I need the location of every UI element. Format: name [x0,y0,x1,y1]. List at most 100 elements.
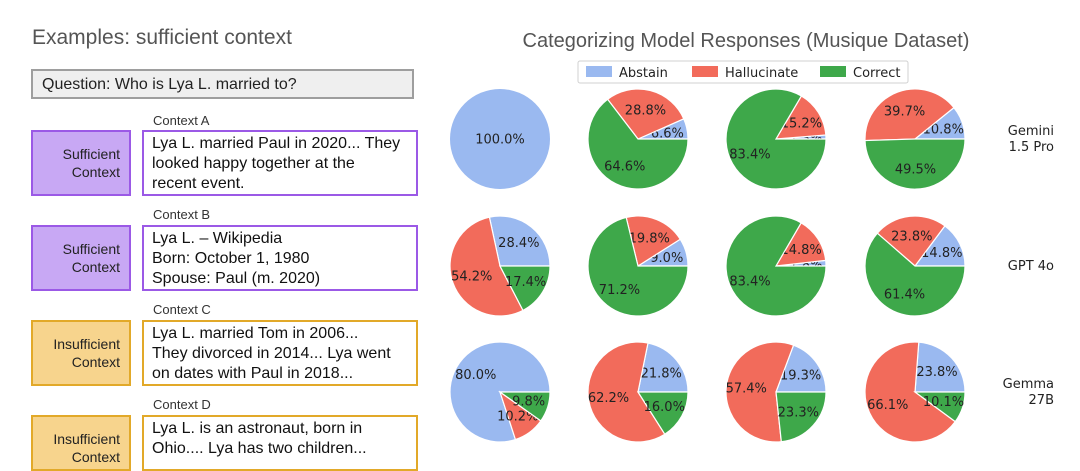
pie-r3-c2-correct-slice [636,391,689,436]
pie-r2-c1-hallucinate-slice [449,216,524,317]
pie-r2-c2-hallucinate-label: 19.8% [629,232,670,247]
context-b-line-1: Lya L. – Wikipedia [152,230,283,247]
context-a-tag: Sufficient Context [31,130,131,196]
legend-label-correct: Correct [853,66,900,81]
pie-r1-c3-hallucinate-slice [774,95,827,140]
pie-r3-c3-abstain-label: 19.3% [780,368,821,383]
model-label-r2-line-1: GPT 4o [1008,259,1054,274]
pie-r2-c1-hallucinate-label: 54.2% [451,270,492,285]
legend-swatch-abstain [586,66,612,77]
pie-r1-c3-hallucinate-label: 15.2% [781,117,822,132]
pie-r3-c2-hallucinate-label: 62.2% [588,391,629,406]
pie-r1-c4-abstain-label: 10.8% [923,123,964,138]
context-b-tag-line-1: Sufficient [62,241,120,257]
context-b-line-2: Born: October 1, 1980 [152,250,310,267]
pie-r3-c2-correct-label: 16.0% [644,400,685,415]
pie-r3-c3-correct-slice [775,391,827,443]
context-d-line-2: Ohio.... Lya has two children... [152,440,367,457]
pie-r1-c2-correct-slice [587,98,689,190]
pie-r2-c3-correct-label: 83.4% [729,274,770,289]
pie-r2-c4-hallucinate-slice [876,215,946,267]
pie-r2-c2-hallucinate-slice [625,215,682,267]
pie-r2-c1-correct-label: 17.4% [505,275,546,290]
pie-r2-c2-correct-slice [587,216,689,317]
context-c-tag-line-1: Insufficient [53,336,120,352]
chart-title: Categorizing Model Responses (Musique Da… [523,30,970,52]
pie-r3-c1-correct-label: 9.8% [512,395,545,410]
context-d-label: Context D [153,397,211,412]
context-c-line-1: Lya L. married Tom in 2006... [152,325,359,342]
legend-swatch-hallucinate [692,66,718,77]
pie-r1-c2-correct-label: 64.6% [604,159,645,174]
pie-r1-c4-correct-slice [864,138,966,190]
context-b-tag-line-2: Context [71,259,120,275]
context-a-label: Context A [153,113,210,128]
pie-r3-c1-abstain-label: 80.0% [455,368,496,383]
pie-r2-c4-correct-slice [864,232,966,317]
pie-r2-c1-correct-slice [499,265,551,312]
context-a-tag-line-1: Sufficient [62,146,120,162]
pie-r2-c3-correct-slice [725,215,827,317]
pie-r2-c1-abstain-label: 28.4% [498,236,539,251]
legend-label-abstain: Abstain [619,66,668,81]
pie-r1-c4-hallucinate-slice [864,88,955,142]
pie-r2-c1-abstain-slice [488,215,551,267]
pie-r1-c1-abstain-slice [450,89,550,189]
context-a-tag-line-2: Context [71,164,120,180]
context-d-line-1: Lya L. is an astronaut, born in [152,420,363,437]
legend-swatch-correct [820,66,846,77]
pie-r2-c4-abstain-label: 14.8% [921,246,962,261]
pie-r3-c4-abstain-slice [914,341,966,393]
context-b-box: Lya L. – Wikipedia Born: October 1, 1980… [142,225,418,291]
context-d-tag-line-2: Context [71,449,120,465]
pie-r2-c2-abstain-label: 9.0% [650,251,683,266]
context-d-tag: Insufficient Context [31,415,131,471]
pie-r1-c2-hallucinate-slice [606,88,685,140]
context-b-tag: Sufficient Context [31,225,131,291]
model-label-r3-line-2: 27B [1029,393,1054,408]
pie-r3-c4-correct-slice [913,391,966,423]
examples-title: Examples: sufficient context [32,26,292,49]
context-a-line-2: looked happy together at the [152,155,355,172]
pie-r3-c4-hallucinate-slice [864,341,957,443]
context-c-line-2: They divorced in 2014... Lya went [152,345,391,362]
pie-r1-c2-hallucinate-label: 28.8% [625,103,666,118]
pie-r1-c3-correct-label: 83.4% [729,147,770,162]
pie-r3-c3-abstain-slice [775,344,827,393]
pie-r2-c4-hallucinate-label: 23.8% [891,230,932,245]
pie-r3-c3-correct-label: 23.3% [778,406,819,421]
context-c-label: Context C [153,302,211,317]
pie-r3-c2-hallucinate-slice [587,341,666,443]
pie-chart-grid: Categorizing Model Responses (Musique Da… [449,30,1054,443]
pie-r3-c4-hallucinate-label: 66.1% [867,398,908,413]
pie-r3-c2-abstain-label: 21.8% [641,367,682,382]
context-b-line-3: Spouse: Paul (m. 2020) [152,270,321,287]
pie-r3-c2-abstain-slice [637,342,689,393]
context-d-box: Lya L. is an astronaut, born in Ohio....… [142,415,418,471]
pie-r2-c2-correct-label: 71.2% [599,283,640,298]
context-d-tag-line-1: Insufficient [53,431,120,447]
pie-r1-c4-correct-label: 49.5% [895,163,936,178]
pie-r1-c1-abstain-label: 100.0% [475,133,525,148]
context-a-box: Lya L. married Paul in 2020... They look… [142,130,418,196]
context-c-box: Lya L. married Tom in 2006... They divor… [142,320,418,386]
context-c-tag-line-2: Context [71,354,120,370]
pie-r3-c3-hallucinate-slice [725,341,795,443]
pie-r2-c4-correct-label: 61.4% [884,288,925,303]
pie-r3-c4-abstain-label: 23.8% [916,365,957,380]
model-label-r1-line-1: Gemini [1008,124,1054,139]
model-label-r1-line-2: 1.5 Pro [1009,140,1054,155]
pie-r3-c3-hallucinate-label: 57.4% [726,382,767,397]
pie-r3-c1-correct-slice [498,391,551,422]
pie-r3-c4-correct-label: 10.1% [923,395,964,410]
legend-label-hallucinate: Hallucinate [725,66,798,81]
context-b-label: Context B [153,207,211,222]
context-a-line-3: recent event. [152,175,245,192]
pie-r1-c4-hallucinate-label: 39.7% [884,104,925,119]
pie-r3-c1-hallucinate-label: 10.2% [497,410,538,425]
context-a-line-1: Lya L. married Paul in 2020... They [152,135,401,152]
pie-r1-c3-correct-slice [725,88,827,190]
pie-r2-c3-hallucinate-label: 14.8% [780,243,821,258]
context-c-tag: Insufficient Context [31,320,131,386]
model-label-r3-line-1: Gemma [1003,377,1054,392]
